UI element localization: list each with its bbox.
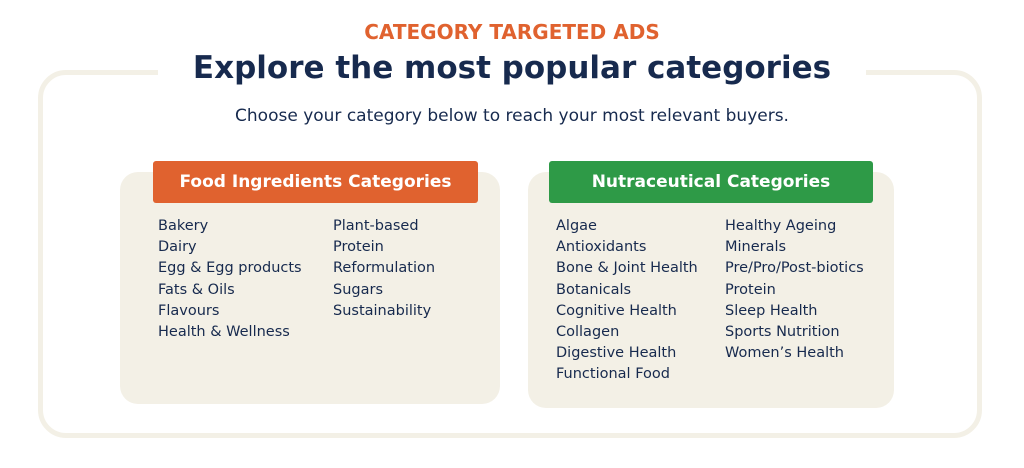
category-item[interactable]: Dairy: [158, 239, 197, 256]
panel-title: Nutraceutical Categories: [549, 161, 873, 203]
category-item[interactable]: Healthy Ageing: [725, 218, 837, 234]
category-item[interactable]: Reformulation: [333, 260, 436, 277]
category-item[interactable]: Protein: [725, 281, 776, 298]
category-item[interactable]: Women’s Health: [725, 345, 844, 362]
category-item[interactable]: Cognitive Health: [556, 302, 677, 319]
category-item[interactable]: Sugars: [333, 281, 383, 298]
category-panel: [528, 172, 894, 408]
category-item[interactable]: Plant-based: [333, 218, 419, 234]
category-item[interactable]: Fats & Oils: [158, 281, 235, 298]
category-item[interactable]: Digestive Health: [556, 345, 677, 362]
category-item[interactable]: Botanicals: [556, 281, 632, 298]
category-column: Algae Antioxidants Bone & Joint Health Bota…: [556, 216, 698, 386]
category-item[interactable]: Health & Wellness: [158, 324, 290, 341]
category-item[interactable]: Protein: [333, 239, 384, 256]
category-column: Plant-based Protein Reformulation Sugars Sus…: [333, 216, 435, 322]
category-item[interactable]: Pre/Pro/Post-biotics: [725, 260, 864, 277]
eyebrow: CATEGORY TARGETED ADS: [364, 20, 660, 44]
category-column: Bakery Dairy Egg & Egg products Fats & Oils…: [158, 216, 302, 343]
category-item[interactable]: Sports Nutrition: [725, 324, 840, 341]
category-item[interactable]: Sleep Health: [725, 302, 818, 319]
category-item[interactable]: Bakery: [158, 218, 209, 234]
category-column: Healthy Ageing Minerals Pre/Pro/Post-bioti…: [725, 216, 864, 364]
category-item[interactable]: Functional Food: [556, 366, 670, 383]
category-item[interactable]: Egg & Egg products: [158, 260, 302, 277]
category-item[interactable]: Collagen: [556, 324, 620, 341]
category-item[interactable]: Algae: [556, 218, 597, 234]
category-panel: [120, 172, 500, 404]
title: Explore the most popular categories: [192, 50, 832, 86]
panel-title: Food Ingredients Categories: [153, 161, 478, 203]
frame-gap: [158, 64, 866, 80]
category-item[interactable]: Antioxidants: [556, 239, 647, 256]
category-item[interactable]: Minerals: [725, 239, 787, 256]
category-item[interactable]: Sustainability: [333, 302, 432, 319]
category-item[interactable]: Bone & Joint Health: [556, 260, 698, 277]
subtitle: Choose your category below to reach your…: [235, 106, 789, 126]
category-item[interactable]: Flavours: [158, 302, 220, 319]
